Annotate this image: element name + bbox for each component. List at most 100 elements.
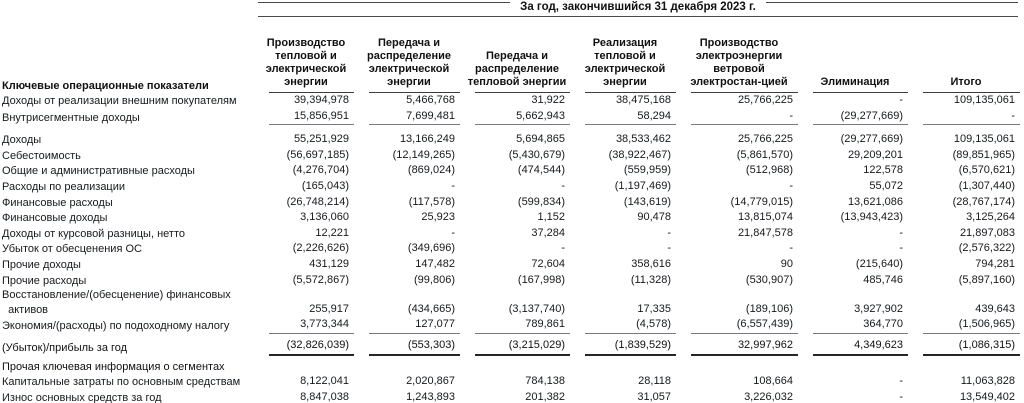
column-header-electricity-transmission: Передача и распределение электрической э…: [356, 19, 462, 93]
table-cell: 21,897,083: [959, 226, 1015, 239]
column-header-heat-power-generation: Производство тепловой и электрической эн…: [256, 19, 356, 93]
table-cell: 1,243,893: [406, 390, 455, 403]
table-cell: (56,697,185): [286, 148, 349, 161]
table-cell: (5,897,160): [958, 273, 1015, 286]
table-cell: 3,125,264: [966, 211, 1015, 224]
title-rule: [258, 16, 1018, 17]
page-title: За год, закончившийся 31 декабря 2023 г.: [510, 0, 766, 14]
table-cell: (434,665): [407, 302, 455, 315]
table-cell: 2,020,867: [406, 375, 455, 388]
table-cell: (553,303): [356, 334, 462, 356]
table-cell: (11,328): [630, 273, 671, 286]
header-underline: [813, 92, 908, 93]
header-underline: [369, 92, 460, 93]
table-cell: 25,766,225: [737, 133, 793, 146]
table-cell: (143,619): [623, 195, 671, 208]
table-cell: 31,057: [637, 390, 671, 403]
segment-table: Ключевые операционные показатели Произво…: [0, 19, 1022, 403]
row-label: Восстановление/(обесценение) финансовых …: [2, 289, 231, 316]
row-label: Убыток от обесценения ОС: [2, 243, 142, 256]
table-cell: 255,917: [309, 302, 349, 315]
table-cell: (3,137,740): [508, 302, 565, 315]
table-cell: (14,779,015): [730, 195, 793, 208]
table-cell: (12,149,265): [392, 148, 455, 161]
table-cell: -: [678, 109, 800, 126]
table-header: Ключевые операционные показатели Произво…: [0, 19, 1022, 93]
table-cell: [678, 356, 800, 375]
table-cell: 13,621,086: [847, 195, 903, 208]
table-row: Прочая ключевая информация о сегментах: [0, 356, 1022, 375]
table-cell: -: [561, 179, 565, 192]
table-cell: 37,284: [531, 226, 565, 239]
table-cell: (28,767,174): [952, 195, 1015, 208]
table-body: Доходы от реализации внешним покупателям…: [0, 93, 1022, 403]
table-cell: 28,118: [638, 375, 671, 388]
table-cell: (215,640): [855, 257, 903, 270]
table-cell: 90,478: [637, 211, 671, 224]
table-cell: 5,466,768: [406, 94, 455, 106]
column-header-total: Итого: [910, 19, 1022, 93]
header-underline: [269, 92, 354, 93]
row-label: Доходы: [2, 134, 42, 147]
table-row: Расходы по реализации (165,043) - - (1,1…: [0, 179, 1022, 195]
table-row: Финансовые доходы 3,136,060 25,923 1,152…: [0, 210, 1022, 226]
table-cell: 55,251,929: [293, 133, 349, 146]
table-cell: -: [910, 109, 1022, 126]
table-row: Экономия/(расходы) по подоходному налогу…: [0, 317, 1022, 334]
table-cell: (349,696): [407, 242, 455, 255]
table-cell: [462, 356, 572, 375]
column-header-wind-power: Производство электроэнергии ветровой эле…: [678, 19, 800, 93]
table-cell: 25,923: [421, 211, 455, 224]
table-cell: (167,998): [517, 273, 565, 286]
table-cell: (189,106): [745, 302, 793, 315]
table-cell: 3,773,344: [256, 317, 356, 334]
table-cell: 108,664: [753, 375, 793, 388]
table-cell: 3,136,060: [300, 211, 349, 224]
table-cell: 17,335: [637, 302, 671, 315]
row-label: Финансовые доходы: [2, 212, 108, 225]
table-cell: (512,968): [745, 164, 793, 177]
table-row: Общие и административные расходы (4,276,…: [0, 163, 1022, 179]
table-cell: (89,851,965): [952, 148, 1015, 161]
row-label: Себестоимость: [2, 149, 81, 162]
table-cell: (1,307,440): [958, 179, 1015, 192]
table-cell: (1,839,529): [572, 334, 678, 356]
table-cell: 32,997,962: [678, 334, 800, 356]
table-cell: (3,215,029): [462, 334, 572, 356]
table-cell: 122,578: [863, 164, 903, 177]
table-cell: -: [667, 226, 671, 239]
table-row: Капитальные затраты по основным средства…: [0, 374, 1022, 390]
table-cell: (99,806): [414, 273, 455, 286]
column-header-heat-transmission: Передача и распределение тепловой энерги…: [462, 19, 572, 93]
table-cell: 794,281: [975, 257, 1015, 270]
table-row: Доходы от курсовой разницы, нетто 12,221…: [0, 226, 1022, 242]
table-cell: [572, 356, 678, 375]
table-cell: (26,748,214): [286, 195, 349, 208]
table-row: Финансовые расходы (26,748,214) (117,578…: [0, 195, 1022, 211]
row-label: Экономия/(расходы) по подоходному налогу: [2, 320, 230, 333]
table-cell: 364,770: [800, 317, 910, 334]
table-cell: (530,907): [745, 273, 793, 286]
table-cell: 485,746: [863, 273, 903, 286]
table-cell: [800, 356, 910, 375]
table-row: Доходы от реализации внешним покупателям…: [0, 93, 1022, 109]
table-cell: 29,209,201: [847, 148, 903, 161]
table-row: Убыток от обесценения ОС (2,226,626) (34…: [0, 241, 1022, 257]
table-cell: 38,475,168: [615, 94, 671, 106]
table-cell: [356, 356, 462, 375]
table-cell: (6,570,621): [958, 164, 1015, 177]
table-cell: (2,226,626): [292, 242, 349, 255]
table-cell: 439,643: [975, 302, 1015, 315]
table-row: Восстановление/(обесценение) финансовых …: [0, 288, 1022, 317]
table-cell: (4,276,704): [292, 164, 349, 177]
table-cell: 58,294: [572, 109, 678, 126]
table-cell: (29,277,669): [840, 133, 903, 146]
row-label: Прочая ключевая информация о сегментах: [2, 360, 225, 373]
header-underline: [923, 92, 1020, 93]
column-header-elimination: Элиминация: [800, 19, 910, 93]
row-label: Финансовые расходы: [2, 196, 113, 209]
table-row: (Убыток)/прибыль за год (32,826,039) (55…: [0, 334, 1022, 356]
table-cell: 8,847,038: [300, 390, 349, 403]
table-cell: (1,506,965): [910, 317, 1022, 334]
